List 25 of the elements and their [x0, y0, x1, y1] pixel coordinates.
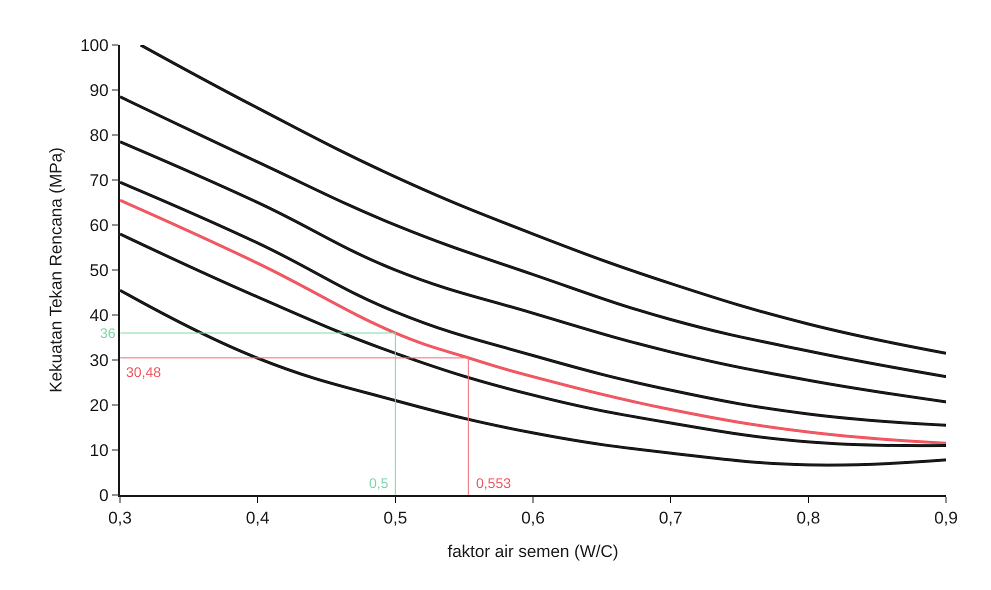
- y-tick-label: 100: [80, 36, 109, 55]
- x-tick-label: 0,8: [796, 508, 820, 528]
- x-tick-label: 0,6: [521, 508, 545, 528]
- x-tick-label: 0,5: [384, 508, 408, 528]
- annotation: 36: [100, 325, 116, 341]
- x-tick-label: 0,7: [658, 508, 682, 528]
- y-tick-label: 30: [90, 350, 109, 370]
- y-tick-label: 90: [90, 80, 109, 100]
- y-tick-label: 50: [90, 260, 109, 280]
- x-tick-label: 0,9: [934, 508, 958, 528]
- x-tick-label: 0,4: [246, 508, 270, 528]
- y-tick-label: 40: [90, 306, 109, 325]
- x-axis-title: faktor air semen (W/C): [448, 542, 618, 561]
- y-axis-title: Kekuatan Tekan Rencana (MPa): [46, 147, 66, 393]
- annotation: 0,5: [369, 475, 389, 491]
- y-tick-label: 20: [90, 396, 109, 415]
- y-tick-label: 10: [90, 440, 109, 460]
- annotation: 30,48: [126, 364, 162, 380]
- y-tick-label: 70: [90, 170, 109, 190]
- x-tick-label: 0,3: [108, 508, 132, 528]
- y-tick-label: 80: [90, 126, 109, 145]
- annotation: 0,553: [476, 475, 512, 491]
- y-tick-label: 60: [90, 216, 109, 235]
- y-tick-label: 0: [99, 486, 109, 505]
- line-series: [139, 45, 946, 355]
